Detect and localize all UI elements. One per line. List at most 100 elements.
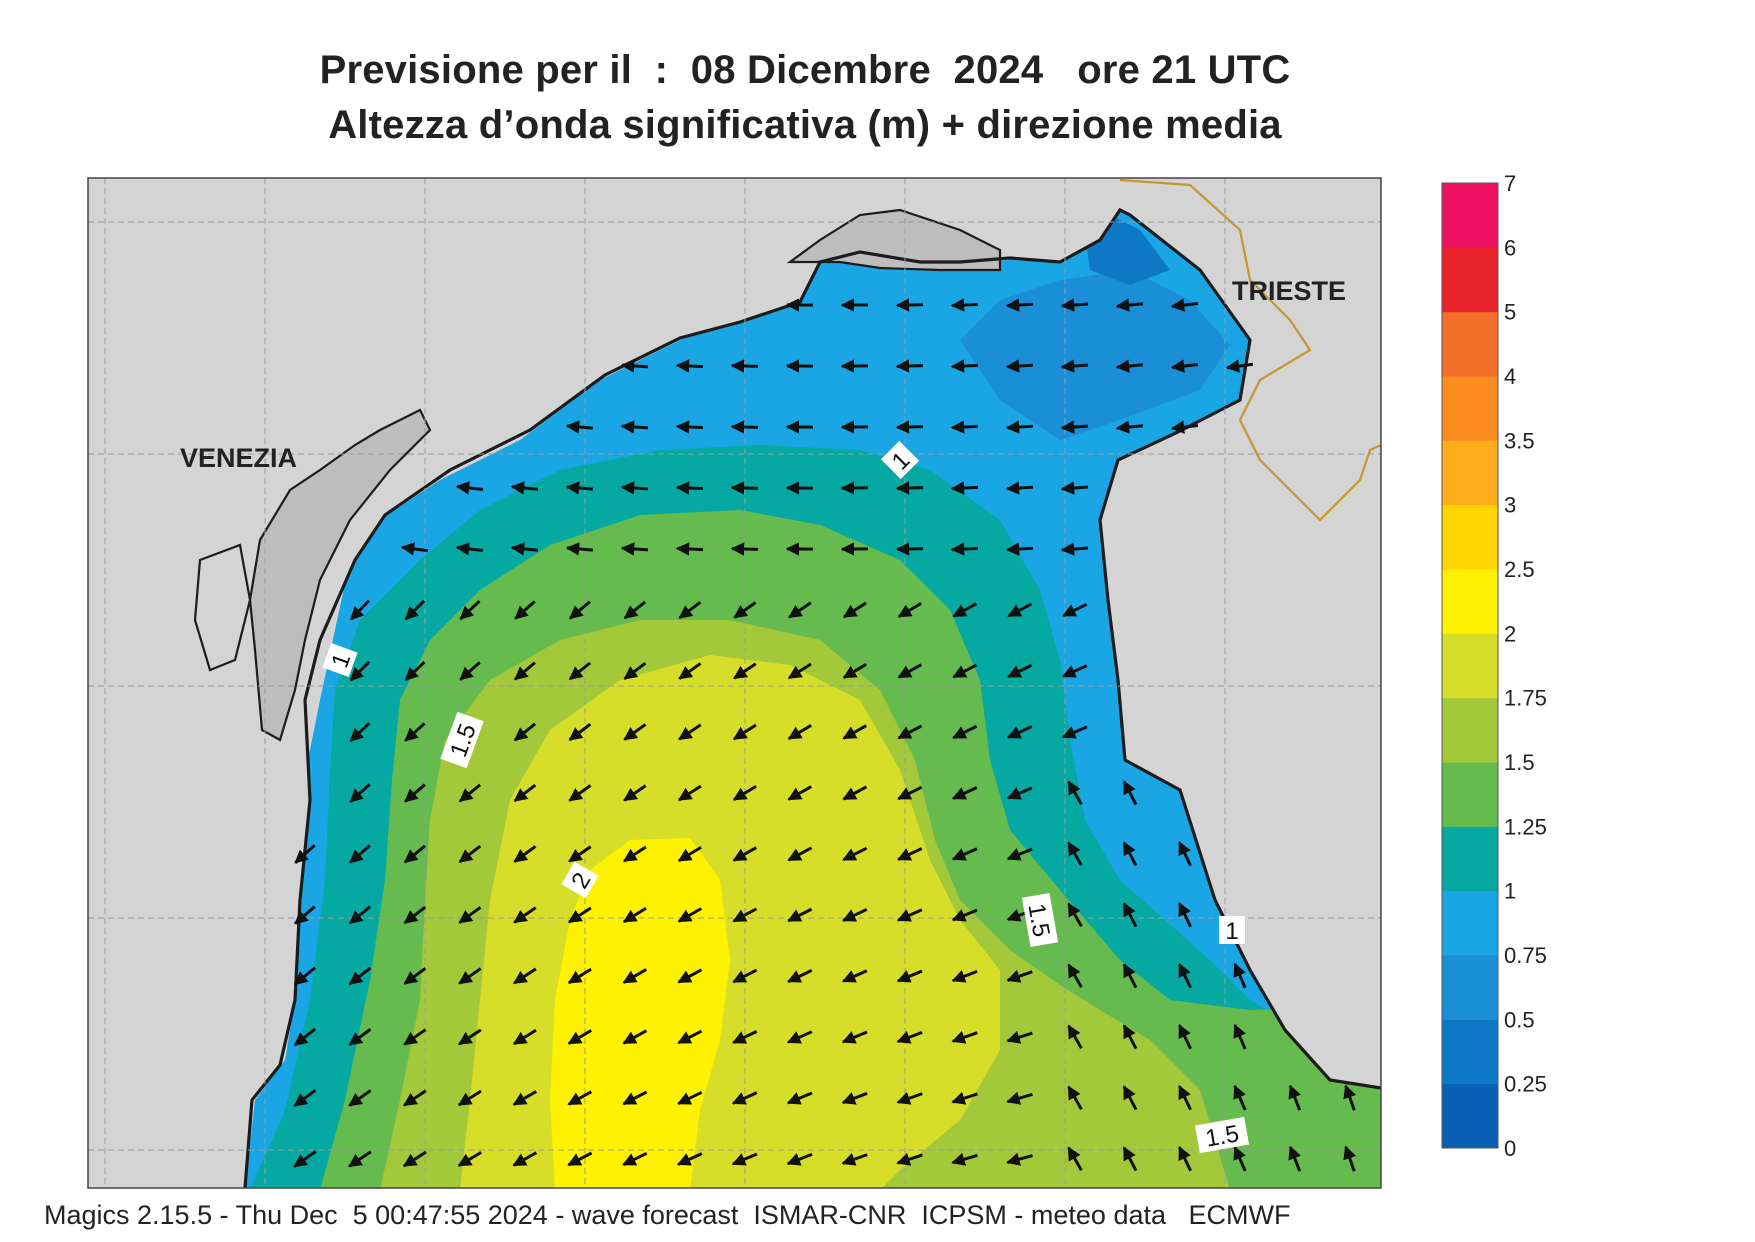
wave-direction-arrow bbox=[842, 908, 868, 922]
wave-direction-arrow bbox=[1006, 1030, 1033, 1044]
wave-direction-arrow bbox=[678, 723, 702, 741]
colorbar-tick-label: 3.5 bbox=[1504, 428, 1535, 453]
colorbar-swatch bbox=[1442, 1083, 1498, 1149]
wave-direction-arrow bbox=[623, 784, 647, 802]
wave-direction-arrow bbox=[677, 968, 703, 984]
wave-direction-arrow bbox=[568, 845, 592, 863]
wave-direction-arrow bbox=[513, 906, 537, 924]
wave-direction-arrow bbox=[294, 905, 316, 925]
wave-direction-arrow bbox=[404, 599, 426, 621]
wave-direction-arrow bbox=[1006, 1091, 1033, 1105]
wave-direction-arrow bbox=[1062, 602, 1088, 618]
wave-direction-arrow bbox=[787, 662, 812, 680]
wave-direction-arrow bbox=[896, 1152, 923, 1166]
colorbar-tick-label: 7 bbox=[1504, 171, 1516, 196]
wave-direction-arrow bbox=[622, 1029, 648, 1045]
wave-direction-arrow bbox=[786, 1091, 813, 1105]
colorbar-tick-label: 0.75 bbox=[1504, 943, 1547, 968]
wave-direction-arrow bbox=[677, 1029, 703, 1045]
wave-direction-arrow bbox=[842, 785, 868, 801]
wave-direction-arrow bbox=[896, 908, 923, 922]
wave-direction-arrow bbox=[1178, 963, 1192, 989]
wave-direction-arrow bbox=[787, 724, 812, 740]
colorbar-swatch bbox=[1442, 697, 1498, 763]
wave-direction-arrow bbox=[1061, 725, 1088, 739]
wave-direction-arrow bbox=[841, 1030, 868, 1044]
wave-direction-arrow bbox=[787, 907, 813, 923]
wave-direction-arrow bbox=[1007, 663, 1033, 679]
colorbar-swatch bbox=[1442, 762, 1498, 827]
wave-direction-arrow bbox=[897, 724, 923, 740]
wave-direction-arrow bbox=[457, 1089, 482, 1107]
wave-direction-arrow bbox=[950, 359, 979, 373]
wave-direction-arrows bbox=[293, 298, 1357, 1172]
wave-direction-arrow bbox=[842, 601, 867, 619]
wave-direction-arrow bbox=[1060, 298, 1089, 312]
wave-direction-arrow bbox=[568, 661, 592, 681]
wave-direction-arrow bbox=[677, 1090, 703, 1106]
wave-direction-arrow bbox=[458, 783, 482, 803]
wave-direction-arrow bbox=[404, 783, 426, 803]
wave-direction-arrow bbox=[348, 966, 372, 986]
colorbar-tick-label: 1.5 bbox=[1504, 750, 1535, 775]
wave-direction-arrow bbox=[952, 602, 978, 618]
wave-direction-arrow bbox=[404, 722, 426, 742]
wave-direction-arrow bbox=[732, 968, 758, 984]
wave-direction-arrow bbox=[567, 1151, 593, 1167]
wave-direction-arrow bbox=[1061, 664, 1088, 678]
wave-direction-arrow bbox=[1067, 780, 1083, 806]
colorbar-tick-label: 6 bbox=[1504, 235, 1516, 260]
colorbar-tick-label: 0.5 bbox=[1504, 1007, 1535, 1032]
wave-direction-arrow bbox=[897, 602, 922, 618]
contour-label: 1 bbox=[1219, 916, 1245, 945]
place-label-venezia: VENEZIA bbox=[180, 443, 297, 473]
wave-direction-arrow bbox=[457, 1151, 482, 1167]
contour-label: 1.5 bbox=[1021, 892, 1059, 948]
wave-direction-arrow bbox=[675, 542, 704, 556]
colorbar-swatch bbox=[1442, 247, 1498, 313]
wave-direction-arrow bbox=[732, 1030, 758, 1044]
wave-direction-arrow bbox=[567, 1090, 593, 1106]
wave-direction-arrow bbox=[1170, 359, 1199, 373]
wave-direction-arrow bbox=[841, 1152, 868, 1166]
wave-direction-arrow bbox=[620, 481, 649, 495]
wave-direction-arrow bbox=[1115, 420, 1144, 434]
colorbar: 0 0.25 0.5 0.75 1 1.25 1.5 1.75 2 2.5 3 3.5 4 5 6 7 bbox=[1441, 171, 1547, 1161]
wave-direction-arrow bbox=[513, 722, 537, 742]
wave-direction-arrow bbox=[1005, 298, 1034, 312]
colorbar-swatch bbox=[1442, 183, 1498, 248]
footer-credits: Magics 2.15.5 - Thu Dec 5 00:47:55 2024 … bbox=[44, 1200, 1291, 1230]
wave-direction-arrow bbox=[348, 905, 372, 925]
wave-direction-arrow bbox=[514, 661, 536, 681]
wave-direction-arrow bbox=[349, 660, 371, 682]
wave-direction-arrow bbox=[1122, 902, 1138, 928]
wave-direction-arrow bbox=[842, 724, 868, 740]
wave-direction-arrow bbox=[459, 661, 481, 681]
wave-direction-arrow bbox=[677, 784, 702, 802]
wave-direction-arrow bbox=[455, 542, 484, 556]
wave-direction-arrow bbox=[677, 907, 703, 923]
wave-direction-arrow bbox=[842, 846, 868, 862]
wave-direction-arrow bbox=[404, 660, 426, 682]
wave-direction-arrow bbox=[1343, 1145, 1357, 1172]
wave-direction-arrow bbox=[403, 905, 427, 925]
wave-direction-arrow bbox=[1060, 359, 1089, 373]
lagoon-coast bbox=[193, 208, 1002, 742]
wave-direction-arrow bbox=[293, 966, 316, 986]
wave-direction-arrow bbox=[788, 601, 812, 619]
wave-direction-arrow bbox=[458, 906, 482, 924]
wave-direction-arrow bbox=[623, 723, 647, 741]
wave-direction-arrow bbox=[513, 783, 537, 803]
wave-direction-arrow bbox=[678, 600, 702, 620]
wave-direction-arrow bbox=[1233, 1084, 1247, 1111]
wave-direction-arrow bbox=[950, 481, 979, 495]
wave-direction-arrow bbox=[1122, 1024, 1138, 1050]
contour-label: 2 bbox=[561, 861, 599, 899]
contour-label: 1 bbox=[322, 642, 358, 678]
contour-label-bg bbox=[561, 861, 599, 899]
wave-direction-arrow bbox=[895, 298, 924, 312]
wave-direction-arrow bbox=[787, 969, 813, 983]
wave-direction-arrow bbox=[733, 601, 757, 619]
wave-direction-arrow bbox=[1006, 1152, 1033, 1166]
wave-direction-arrow bbox=[620, 542, 649, 556]
